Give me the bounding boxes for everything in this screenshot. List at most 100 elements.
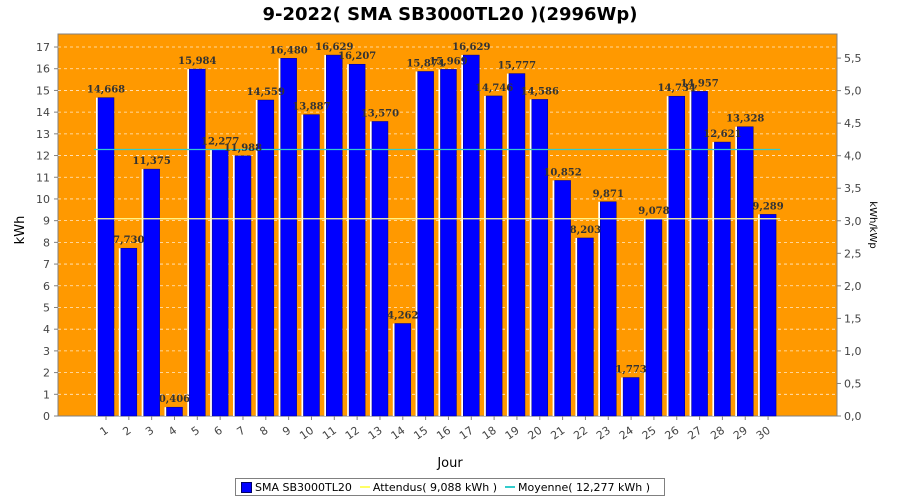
bar-highlight <box>118 248 121 416</box>
bar <box>417 71 434 417</box>
y-tick-label: 4 <box>43 323 50 336</box>
y2-tick-label: 0,0 <box>844 410 862 423</box>
data-label: 14,586 <box>521 86 559 97</box>
bar <box>234 155 252 417</box>
legend-swatch-expected <box>359 486 370 488</box>
y-tick-label: 11 <box>36 171 50 184</box>
y-tick-label: 14 <box>36 106 50 119</box>
x-axis: 1 2 3 4 5 6 7 8 9 10 11 12 13 14 15 16 17 18 19 20 21 22 23 24 2… <box>98 416 773 442</box>
bar-highlight <box>689 91 692 416</box>
data-label: 12,621 <box>703 129 741 140</box>
bar-highlight <box>210 149 213 416</box>
bar-highlight <box>187 69 190 416</box>
y-tick-label: 10 <box>36 193 50 206</box>
chart-title: 9-2022( SMA SB3000TL20 )(2996Wp) <box>262 4 637 25</box>
x-tick-label: 29 <box>731 424 750 443</box>
bar-highlight <box>164 407 167 416</box>
data-label: 14,559 <box>247 87 285 98</box>
bar <box>622 377 640 417</box>
data-label: 15,777 <box>498 61 536 72</box>
x-tick-label: 28 <box>708 424 727 443</box>
bar <box>189 68 206 417</box>
bar-highlight <box>758 214 761 416</box>
bar <box>394 323 412 417</box>
reference-lines <box>94 148 781 220</box>
bar-highlight <box>301 114 304 416</box>
x-tick-label: 14 <box>389 424 408 443</box>
y-tick-label: 8 <box>43 236 50 249</box>
y2-axis: 0,0 0,5 1,0 1,5 2,0 2,5 3,0 3,5 4,0 4,5 5,0 5,5 <box>836 34 862 423</box>
y-tick-label: 6 <box>43 280 50 293</box>
bar-highlight <box>506 73 509 416</box>
x-tick-label: 16 <box>434 424 453 443</box>
x-axis-label: Jour <box>436 456 463 471</box>
data-label: 4,262 <box>387 310 418 321</box>
x-tick-label: 9 <box>280 424 293 439</box>
x-tick-label: 19 <box>503 424 522 443</box>
data-label: 16,207 <box>338 51 376 62</box>
bar-highlight <box>712 142 715 416</box>
bar-highlight <box>643 218 646 416</box>
x-tick-label: 17 <box>457 424 476 443</box>
bar <box>463 54 480 417</box>
x-tick-label: 27 <box>685 424 704 443</box>
data-label: 7,730 <box>113 235 144 246</box>
bar-highlight <box>575 237 578 416</box>
bars <box>96 54 777 417</box>
bar <box>736 126 754 417</box>
x-tick-label: 30 <box>754 424 773 443</box>
y-tick-label: 9 <box>43 215 50 228</box>
data-label: 16,480 <box>269 45 307 56</box>
bar <box>166 406 183 417</box>
x-tick-label: 1 <box>98 424 111 439</box>
bar <box>600 201 617 417</box>
x-tick-label: 10 <box>297 424 316 443</box>
x-tick-label: 21 <box>548 424 567 443</box>
x-tick-label: 25 <box>640 424 659 443</box>
legend-item-expected: Attendus( 9,088 kWh ) <box>359 481 497 494</box>
legend-swatch-average <box>505 486 516 488</box>
data-label: 14,734 <box>658 83 696 94</box>
bar <box>668 95 685 417</box>
data-labels: 14,668 7,730 11,375 0,406 15,984 12,27711,988… <box>87 42 784 405</box>
bar <box>577 237 594 417</box>
bar <box>714 141 731 417</box>
x-tick-label: 6 <box>212 424 225 439</box>
y2-tick-label: 1,0 <box>844 345 862 358</box>
y2-tick-label: 4,5 <box>844 117 862 130</box>
bar-highlight <box>484 95 487 417</box>
y2-tick-label: 3,5 <box>844 182 862 195</box>
y-tick-label: 12 <box>36 150 50 163</box>
bar <box>554 180 571 417</box>
data-label: 13,570 <box>361 108 399 119</box>
legend-item-production: SMA SB3000TL20 <box>241 481 352 494</box>
data-label: 16,629 <box>452 42 490 53</box>
y-tick-label: 3 <box>43 345 50 358</box>
bar <box>371 121 389 417</box>
bar-highlight <box>461 55 464 417</box>
bar <box>645 218 663 417</box>
bar-highlight <box>438 69 441 416</box>
y-tick-label: 17 <box>36 41 50 54</box>
y-tick-label: 16 <box>36 63 50 76</box>
bar <box>531 99 549 417</box>
x-tick-label: 8 <box>257 424 270 439</box>
bar-highlight <box>232 155 235 416</box>
data-label: 11,988 <box>224 143 262 154</box>
data-label: 8,203 <box>570 225 601 236</box>
bar-highlight <box>324 55 327 417</box>
bar <box>120 247 138 417</box>
bar <box>759 214 777 417</box>
x-tick-label: 11 <box>320 424 339 443</box>
bar-highlight <box>369 121 372 417</box>
bar-highlight <box>666 96 669 416</box>
legend-label-production: SMA SB3000TL20 <box>255 480 352 494</box>
data-label: 12,277 <box>201 137 239 148</box>
y2-tick-label: 5,0 <box>844 85 862 98</box>
data-label: 10,852 <box>543 167 581 178</box>
y2-tick-label: 3,0 <box>844 215 862 228</box>
x-tick-label: 23 <box>594 424 613 443</box>
data-label: 1,773 <box>615 365 646 376</box>
data-label: 9,871 <box>593 189 624 200</box>
